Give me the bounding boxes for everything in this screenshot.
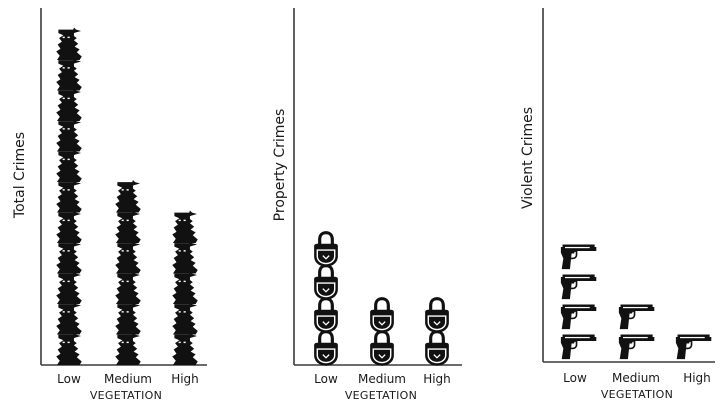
- x-axis-label: VEGETATION: [90, 389, 162, 402]
- padlock-icon: [313, 230, 339, 268]
- masked-burglar-icon: [115, 179, 141, 213]
- masked-burglar-icon: [172, 301, 198, 335]
- masked-burglar-icon: [56, 118, 82, 152]
- pistol-icon: [617, 333, 656, 360]
- bar-medium: [617, 273, 656, 360]
- tick-label-high: High: [171, 372, 199, 386]
- bar-high: [674, 303, 713, 360]
- masked-burglar-icon: [115, 240, 141, 274]
- padlock-icon: [313, 296, 339, 334]
- y-axis-label: Total Crimes: [12, 132, 28, 219]
- masked-burglar-icon: [115, 149, 141, 166]
- pistol-icon: [674, 303, 713, 325]
- bar-medium: [115, 149, 141, 366]
- padlock-icon: [369, 296, 395, 334]
- y-axis-label: Property Crimes: [272, 109, 288, 222]
- masked-burglar-icon: [56, 88, 82, 122]
- tick-label-high: High: [423, 372, 451, 386]
- tick-label-medium: Medium: [358, 372, 406, 386]
- pistol-icon: [674, 333, 713, 360]
- masked-burglar-icon: [115, 301, 141, 335]
- pistol-icon: [617, 303, 656, 330]
- masked-burglar-icon: [172, 240, 198, 274]
- bar-medium: [369, 263, 395, 367]
- bar-low: [559, 243, 598, 360]
- padlock-icon: [424, 296, 450, 334]
- tick-label-low: Low: [57, 372, 81, 386]
- padlock-icon: [369, 329, 395, 367]
- pistol-icon: [559, 333, 598, 360]
- padlock-icon: [424, 263, 450, 278]
- padlock-icon: [313, 197, 339, 208]
- padlock-icon: [424, 329, 450, 367]
- panel-total-crimes: Total Crimes Low Medium High VEGETATION: [12, 8, 207, 402]
- bar-low: [56, 27, 82, 366]
- masked-burglar-icon: [56, 271, 82, 305]
- tick-label-medium: Medium: [612, 371, 660, 385]
- masked-burglar-icon: [115, 210, 141, 244]
- masked-burglar-icon: [115, 332, 141, 366]
- masked-burglar-icon: [56, 301, 82, 335]
- x-axis-label: VEGETATION: [601, 388, 673, 401]
- panel-violent-crimes: Violent Crimes Low Medium High VEGETATIO…: [520, 8, 715, 401]
- x-axis-label: VEGETATION: [345, 389, 417, 402]
- pistol-icon: [559, 273, 598, 300]
- bar-high: [424, 263, 450, 367]
- padlock-icon: [313, 329, 339, 367]
- pistol-icon: [617, 273, 656, 278]
- bar-low: [313, 197, 339, 367]
- tick-label-high: High: [683, 371, 711, 385]
- masked-burglar-icon: [56, 149, 82, 183]
- padlock-icon: [313, 263, 339, 301]
- masked-burglar-icon: [172, 179, 198, 197]
- masked-burglar-icon: [172, 271, 198, 305]
- tick-label-low: Low: [314, 372, 338, 386]
- masked-burglar-icon: [56, 179, 82, 213]
- y-axis-label: Violent Crimes: [520, 107, 536, 209]
- padlock-icon: [369, 263, 395, 293]
- bar-high: [172, 179, 198, 366]
- panel-property-crimes: Property Crimes Low Medium High VEGETATI…: [272, 8, 462, 402]
- masked-burglar-icon: [172, 332, 198, 366]
- tick-label-medium: Medium: [104, 372, 152, 386]
- masked-burglar-icon: [172, 210, 198, 244]
- masked-burglar-icon: [56, 210, 82, 244]
- masked-burglar-icon: [56, 332, 82, 366]
- masked-burglar-icon: [56, 57, 82, 91]
- masked-burglar-icon: [115, 271, 141, 305]
- masked-burglar-icon: [56, 240, 82, 274]
- pistol-icon: [559, 243, 598, 270]
- tick-label-low: Low: [563, 371, 587, 385]
- pistol-icon: [559, 303, 598, 330]
- masked-burglar-icon: [56, 27, 82, 61]
